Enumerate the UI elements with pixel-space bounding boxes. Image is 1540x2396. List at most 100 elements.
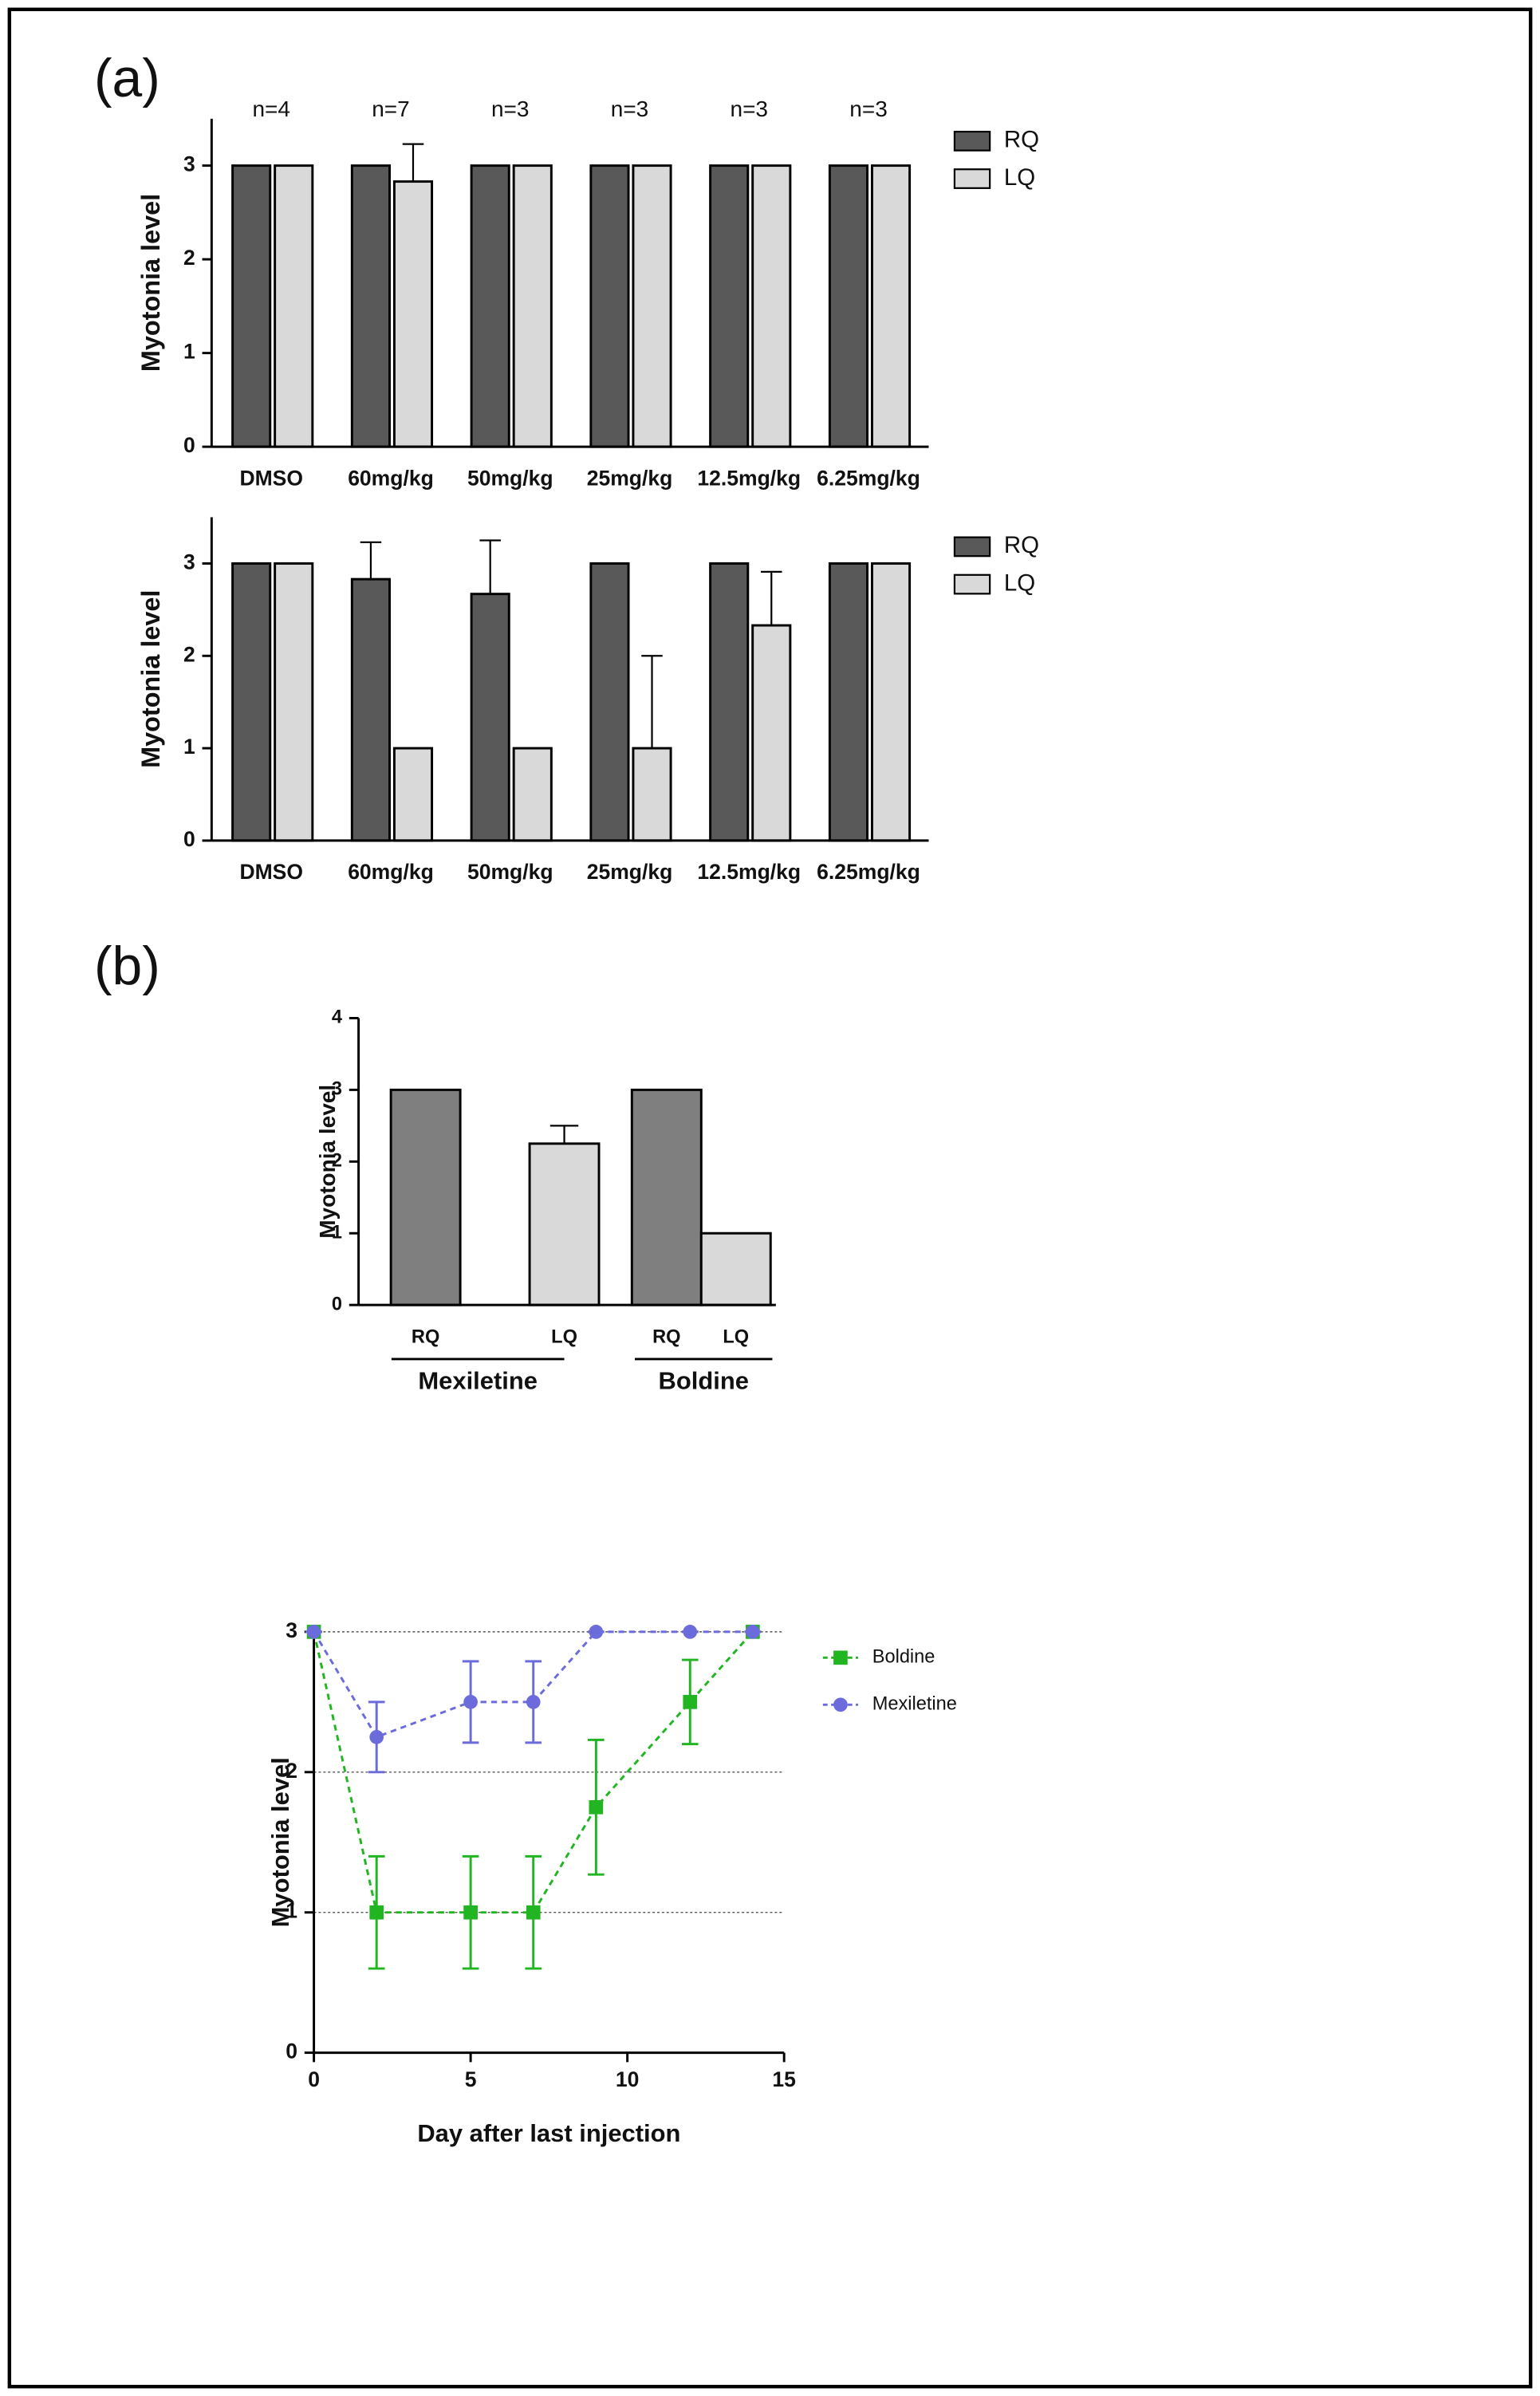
legend-label: LQ xyxy=(1004,569,1035,596)
x-tick-label: 12.5mg/kg xyxy=(697,466,801,490)
x-tick-label: 15 xyxy=(772,2067,796,2091)
group-label: Mexiletine xyxy=(418,1367,538,1395)
marker xyxy=(369,1729,384,1744)
y-tick-label: 1 xyxy=(332,1221,342,1242)
marker xyxy=(589,1625,604,1639)
y-axis-label: Myotonia level xyxy=(266,1757,294,1927)
x-tick-label: RQ xyxy=(412,1326,439,1347)
panel-label: (b) xyxy=(94,936,160,996)
legend-swatch xyxy=(953,168,991,189)
bar xyxy=(350,164,391,448)
y-tick-label: 0 xyxy=(332,1293,342,1314)
x-tick-label: 5 xyxy=(465,2067,477,2091)
y-tick-label: 2 xyxy=(332,1150,342,1171)
x-axis-label: Day after last injection xyxy=(417,2119,680,2147)
marker xyxy=(369,1905,384,1920)
marker xyxy=(833,1697,848,1712)
x-tick-label: DMSO xyxy=(239,860,303,884)
x-tick-label: 50mg/kg xyxy=(467,466,553,490)
bar xyxy=(751,624,792,842)
x-tick-label: 60mg/kg xyxy=(348,860,434,884)
marker xyxy=(526,1905,541,1920)
y-tick-label: 3 xyxy=(183,152,195,176)
marker xyxy=(746,1625,760,1639)
bar xyxy=(470,593,510,842)
legend-label: RQ xyxy=(1004,127,1039,153)
y-tick-label: 4 xyxy=(332,1007,342,1027)
y-tick-label: 2 xyxy=(183,246,195,270)
x-tick-label: 60mg/kg xyxy=(348,466,434,490)
y-tick-label: 1 xyxy=(183,735,195,759)
legend-swatch xyxy=(953,536,991,558)
x-tick-label: 10 xyxy=(616,2067,640,2091)
marker xyxy=(463,1695,478,1709)
legend-label: RQ xyxy=(1004,532,1039,558)
x-tick-label: 25mg/kg xyxy=(587,466,673,490)
bar xyxy=(512,747,553,842)
legend-swatch xyxy=(953,573,991,595)
annotation: n=7 xyxy=(372,97,410,121)
bar xyxy=(231,164,272,448)
bar xyxy=(709,562,750,842)
bar xyxy=(870,562,912,842)
x-tick-label: 50mg/kg xyxy=(467,860,553,884)
bar xyxy=(632,747,672,842)
annotation: n=4 xyxy=(252,97,290,121)
bar xyxy=(274,164,314,448)
x-tick-label: 12.5mg/kg xyxy=(697,860,801,884)
y-tick-label: 1 xyxy=(286,1899,297,1923)
marker xyxy=(833,1650,848,1665)
annotation: n=3 xyxy=(731,97,768,121)
bar xyxy=(389,1088,462,1306)
y-tick-label: 2 xyxy=(286,1759,297,1783)
x-tick-label: LQ xyxy=(551,1326,577,1347)
annotation: n=3 xyxy=(611,97,649,121)
bar xyxy=(630,1088,703,1306)
marker xyxy=(306,1625,321,1639)
bar xyxy=(528,1142,601,1306)
marker xyxy=(683,1625,698,1639)
y-axis-label: Myotonia level xyxy=(136,590,165,768)
bar xyxy=(589,164,630,448)
x-tick-label: 6.25mg/kg xyxy=(817,466,920,490)
bar xyxy=(392,747,434,842)
marker xyxy=(526,1695,541,1709)
bar xyxy=(828,164,869,448)
bar xyxy=(632,164,672,448)
marker xyxy=(589,1799,604,1815)
bar xyxy=(589,562,630,842)
x-tick-label: 6.25mg/kg xyxy=(817,860,920,884)
y-tick-label: 3 xyxy=(286,1618,297,1642)
x-tick-label: RQ xyxy=(652,1326,680,1347)
bar xyxy=(828,562,869,842)
bar xyxy=(870,164,912,448)
bar xyxy=(751,164,792,448)
y-tick-label: 3 xyxy=(332,1078,342,1099)
bar xyxy=(274,562,314,842)
bar xyxy=(470,164,510,448)
x-tick-label: 0 xyxy=(308,2067,320,2091)
legend-label: LQ xyxy=(1004,164,1035,191)
group-label: Boldine xyxy=(659,1367,749,1395)
y-tick-label: 2 xyxy=(183,642,195,666)
marker xyxy=(463,1905,478,1920)
bar xyxy=(709,164,750,448)
bar xyxy=(392,180,434,448)
legend-label: Boldine xyxy=(872,1646,935,1667)
x-tick-label: 25mg/kg xyxy=(587,860,673,884)
y-axis-label: Myotonia level xyxy=(136,194,165,372)
annotation: n=3 xyxy=(849,97,887,121)
x-tick-label: LQ xyxy=(723,1326,749,1347)
y-axis-label: Myotonia level xyxy=(315,1085,340,1239)
annotation: n=3 xyxy=(491,97,530,121)
bar xyxy=(231,562,272,842)
y-tick-label: 0 xyxy=(286,2039,297,2063)
panel-label: (a) xyxy=(94,49,160,108)
y-tick-label: 1 xyxy=(183,340,195,364)
y-tick-label: 0 xyxy=(183,827,195,851)
legend-swatch xyxy=(953,130,991,152)
marker xyxy=(683,1695,698,1709)
bar xyxy=(350,577,391,842)
